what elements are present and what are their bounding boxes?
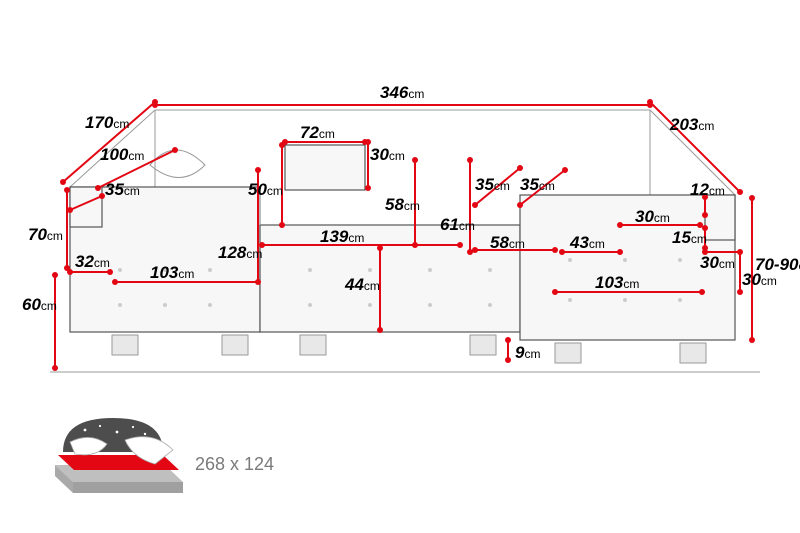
bed-dimensions-text: 268 x 124 [195,454,274,474]
dim-35b: 35cm [475,175,510,194]
dim-60: 60cm [22,295,57,314]
dim-346: 346cm [380,83,424,102]
dim-35a: 35cm [105,180,140,199]
dim-70-90: 70-90cm [755,255,800,274]
dim-70a: 70cm [28,225,63,244]
sofa-dimension-diagram: 346cm 170cm 203cm 100cm 72cm 30cm 50cm 3… [0,0,800,533]
sofa-outline [50,110,760,372]
dim-35c: 35cm [520,175,555,194]
dim-203: 203cm [669,115,714,134]
dim-72: 72cm [300,123,335,142]
dim-12: 12cm [690,180,725,199]
dim-170: 170cm [85,113,129,132]
bed-size-badge: 268 x 124 [55,418,274,493]
dim-100: 100cm [100,145,144,164]
dim-9: 9cm [515,343,540,362]
dim-30a: 30cm [370,145,405,164]
dim-50: 50cm [248,180,283,199]
